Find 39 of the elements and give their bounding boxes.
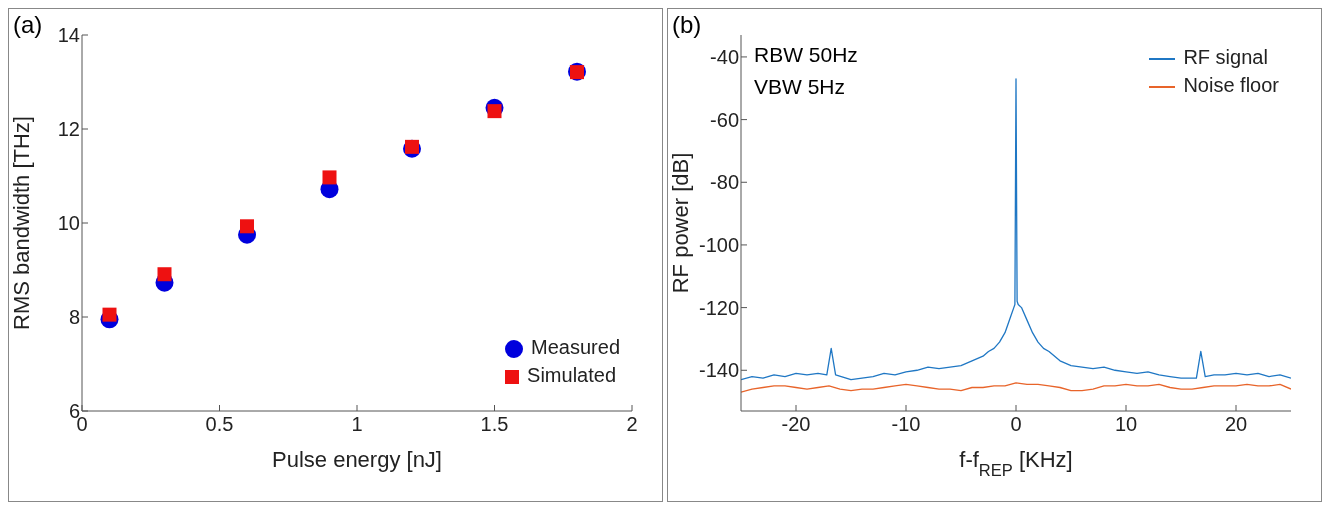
y-tick-label: -40 — [710, 46, 739, 69]
line-series — [741, 78, 1291, 381]
y-tick-label: 12 — [57, 118, 80, 141]
x-tick-label: -10 — [891, 413, 921, 436]
annotation: RBW 50Hz — [754, 43, 858, 67]
y-tick-label: 14 — [57, 24, 80, 47]
legend-label: Noise floor — [1183, 74, 1279, 96]
legend-label: Measured — [531, 336, 620, 358]
point — [240, 219, 254, 234]
x-tick-label: 20 — [1224, 413, 1248, 436]
y-tick-label: 10 — [57, 212, 80, 235]
annotation: VBW 5Hz — [754, 75, 846, 99]
point — [405, 139, 419, 154]
x-tick-label: 1 — [351, 413, 363, 436]
x-axis-title: f-f$_{REP}$ [KHz] — [959, 447, 1073, 479]
y-tick-label: 8 — [68, 306, 80, 329]
text: (a) — [13, 11, 43, 39]
point — [322, 170, 337, 185]
y-axis-title: RMS bandwidth [THz] — [9, 116, 34, 330]
point — [157, 267, 172, 282]
y-tick-label: -100 — [698, 234, 739, 257]
x-axis-title: Pulse energy [nJ] — [272, 447, 442, 472]
legend-label: RF signal — [1183, 46, 1268, 68]
x-tick-label: -20 — [781, 413, 811, 436]
point — [102, 307, 117, 322]
text: (b) — [672, 11, 702, 39]
x-tick-label: 0.5 — [205, 413, 234, 436]
y-tick-label: -80 — [710, 171, 739, 194]
point — [487, 104, 502, 119]
x-tick-label: 1.5 — [480, 413, 509, 436]
x-tick-label: 10 — [1114, 413, 1138, 436]
y-tick-label: -120 — [698, 296, 739, 319]
y-tick-label: -140 — [698, 359, 739, 382]
x-tick-label: 0 — [1010, 413, 1022, 436]
y-tick-label: -60 — [710, 108, 739, 131]
y-axis-title: RF power [dB] — [668, 152, 693, 294]
legend-label: Simulated — [527, 364, 616, 386]
line-series — [741, 382, 1291, 393]
x-tick-label: 2 — [626, 413, 638, 436]
